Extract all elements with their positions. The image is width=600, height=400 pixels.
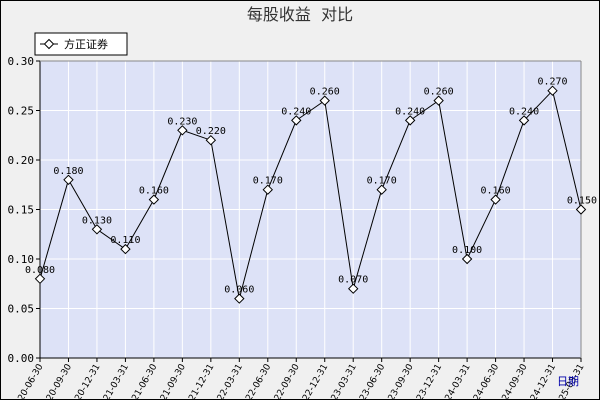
- data-label: 0.240: [509, 106, 539, 117]
- chart-title: 每股收益 对比: [247, 5, 353, 24]
- y-tick-label: 0.25: [8, 105, 35, 118]
- data-point: [34, 273, 46, 285]
- data-label: 0.220: [196, 126, 226, 137]
- data-label: 0.260: [310, 87, 340, 98]
- data-point: [376, 184, 387, 195]
- data-point: [575, 204, 587, 215]
- y-tick-label: 0.20: [8, 154, 35, 167]
- data-label: 0.230: [167, 116, 197, 127]
- data-point: [205, 134, 217, 146]
- data-point: [348, 283, 359, 294]
- x-tick-label: 2020-06-30: [11, 362, 46, 400]
- data-label: 0.080: [25, 265, 55, 276]
- legend-label: 方正证券: [64, 37, 108, 51]
- data-point: [490, 194, 501, 205]
- data-label: 0.180: [53, 166, 83, 177]
- y-tick-label: 0.10: [8, 253, 35, 266]
- data-label: 0.160: [139, 186, 169, 197]
- data-point: [63, 174, 74, 186]
- data-label: 0.150: [567, 196, 597, 207]
- data-point: [291, 115, 302, 126]
- data-point: [433, 95, 444, 106]
- y-tick-label: 0.00: [8, 352, 35, 365]
- data-label: 0.240: [281, 106, 311, 117]
- x-axis-label: 日期: [557, 375, 579, 388]
- data-label: 0.130: [82, 215, 112, 226]
- data-label: 0.260: [424, 87, 454, 98]
- data-label: 0.240: [395, 106, 425, 117]
- y-tick-label: 0.15: [8, 204, 35, 217]
- data-point: [461, 253, 473, 265]
- y-tick-label: 0.30: [8, 55, 35, 68]
- data-point: [262, 184, 273, 195]
- data-label: 0.170: [367, 176, 397, 187]
- data-label: 0.070: [338, 275, 368, 286]
- data-point: [547, 85, 558, 96]
- data-point: [404, 115, 416, 126]
- legend-box: [34, 32, 128, 56]
- data-label: 0.160: [481, 186, 511, 197]
- data-point: [319, 95, 330, 106]
- legend: 方正证券: [34, 32, 128, 56]
- series-line: [39, 89, 582, 299]
- series-group: [34, 85, 587, 304]
- data-label: 0.270: [537, 77, 567, 88]
- data-point: [518, 115, 530, 126]
- x-tick-labels: 2020-06-302020-09-302020-12-312021-03-31…: [11, 362, 587, 400]
- data-label: 0.060: [224, 285, 254, 296]
- y-tick-labels: 0.00 0.05 0.10 0.15 0.20 0.25 0.30: [8, 55, 35, 365]
- data-label: 0.170: [253, 176, 283, 187]
- data-point: [120, 243, 131, 255]
- data-label: 0.110: [110, 235, 140, 246]
- data-label: 0.100: [452, 245, 482, 256]
- data-point: [91, 224, 103, 235]
- axes: [36, 60, 582, 362]
- y-tick-label: 0.05: [8, 303, 35, 316]
- data-point: [148, 194, 160, 205]
- data-point: [177, 125, 188, 136]
- legend-marker: [43, 38, 55, 50]
- data-point: [234, 293, 245, 304]
